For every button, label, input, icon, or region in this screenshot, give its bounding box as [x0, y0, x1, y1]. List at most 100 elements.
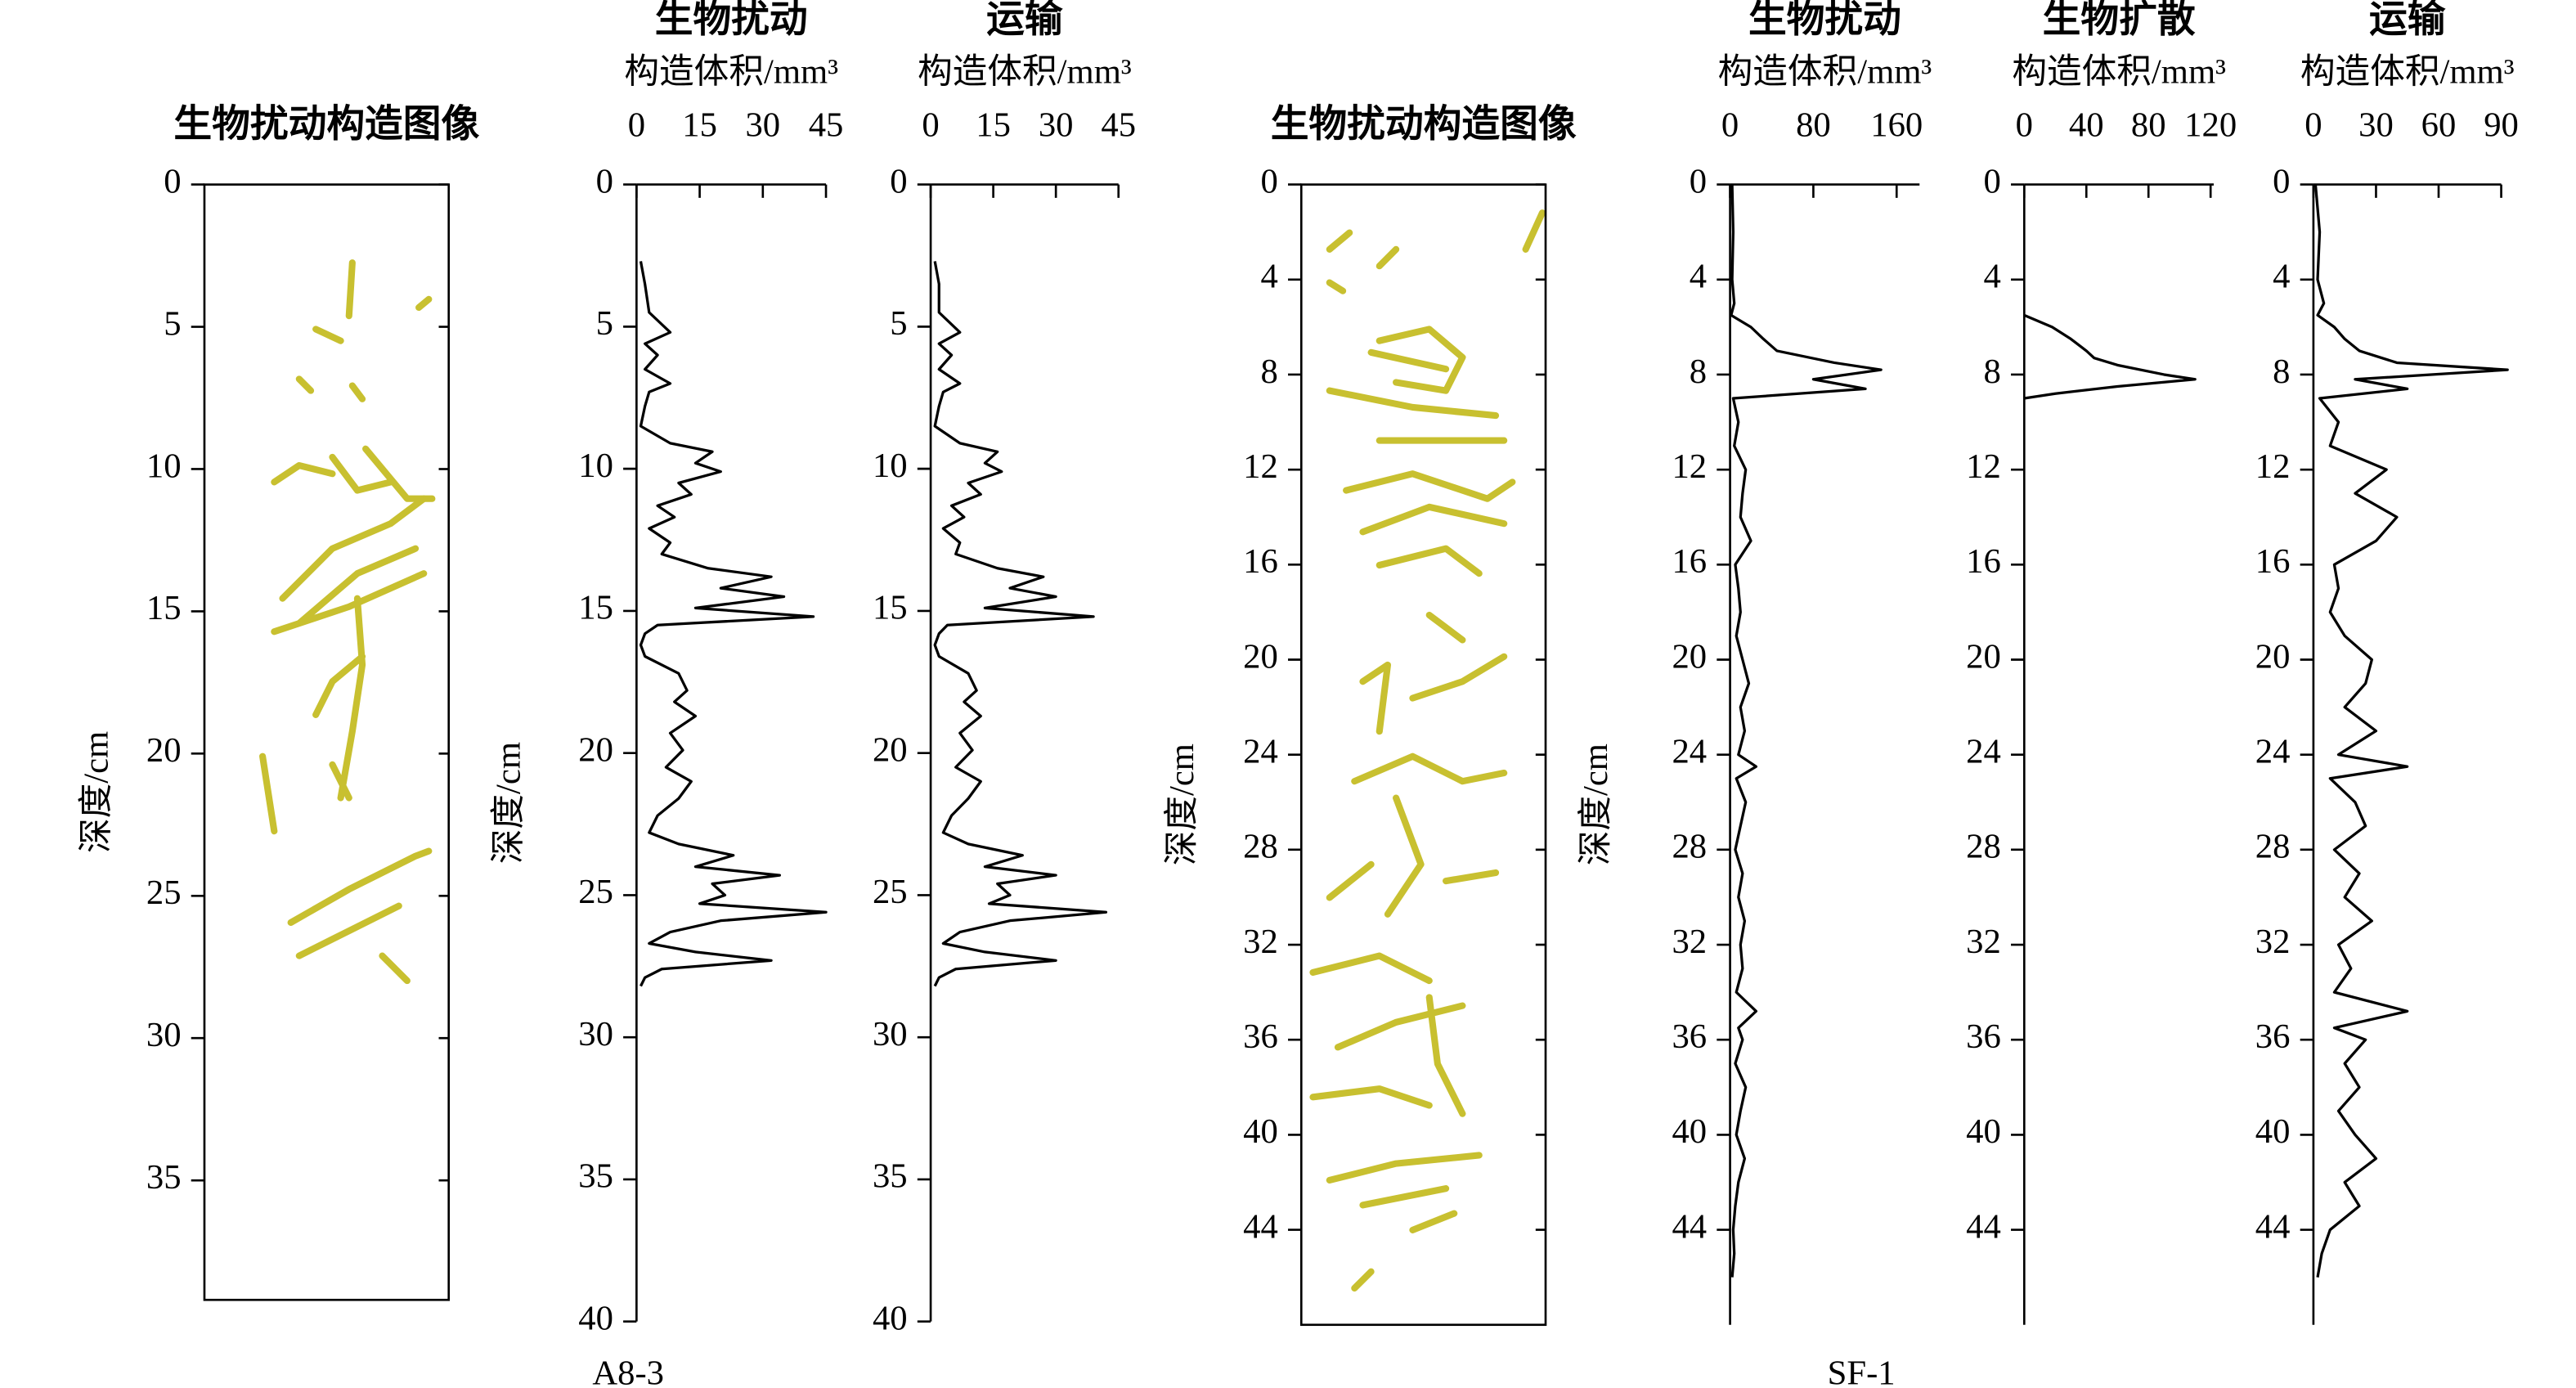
y-tick-label: 8	[1690, 353, 1707, 391]
caption: SF-1	[1828, 1354, 1896, 1388]
y-tick-label: 24	[1966, 732, 2001, 770]
y-tick-label: 10	[873, 447, 908, 485]
x-tick-label: 0	[1721, 106, 1739, 144]
y-tick-label: 32	[1243, 923, 1278, 961]
y-tick-label: 25	[873, 873, 908, 911]
profile-line	[933, 261, 1108, 987]
y-tick-label: 20	[873, 730, 908, 769]
y-tick-label: 16	[2255, 542, 2291, 581]
x-tick-label: 0	[2304, 106, 2322, 144]
y-tick-label: 16	[1966, 542, 2001, 581]
panel-title: 生物扰动构造图像	[173, 103, 479, 146]
y-tick-label: 35	[146, 1158, 182, 1197]
y-tick-label: 5	[890, 304, 907, 343]
x-tick-label: 0	[2016, 106, 2033, 144]
x-axis-label: 构造体积/mm³	[624, 52, 838, 91]
image-frame	[1299, 183, 1547, 1327]
y-tick-label: 44	[2255, 1207, 2291, 1246]
y-tick-label: 40	[1243, 1112, 1278, 1151]
x-tick-label: 45	[809, 106, 844, 144]
x-tick-label: 30	[2358, 106, 2394, 144]
y-tick-label: 25	[578, 873, 613, 911]
y-tick-label: 32	[1966, 923, 2001, 961]
panel-title: 生物扩散	[2043, 0, 2196, 41]
panel-title: 生物扰动	[1748, 0, 1901, 41]
x-axis-label: 构造体积/mm³	[918, 52, 1132, 91]
y-tick-label: 0	[2273, 162, 2290, 200]
x-axis-label: 构造体积/mm³	[1718, 52, 1932, 91]
x-tick-label: 90	[2484, 106, 2519, 144]
x-tick-label: 30	[1039, 106, 1074, 144]
x-axis-label: 构造体积/mm³	[2012, 52, 2226, 91]
caption: A8-3	[592, 1354, 664, 1388]
y-tick-label: 32	[2255, 923, 2291, 961]
burrow-image-a	[259, 259, 436, 985]
x-tick-label: 30	[745, 106, 780, 144]
x-tick-label: 120	[2184, 106, 2237, 144]
y-tick-label: 15	[873, 589, 908, 627]
y-tick-label: 20	[1243, 637, 1278, 676]
y-tick-label: 4	[1690, 258, 1707, 296]
y-tick-label: 12	[1672, 447, 1707, 486]
y-tick-label: 8	[1984, 353, 2001, 391]
y-tick-label: 40	[578, 1299, 613, 1337]
y-tick-label: 5	[164, 304, 181, 343]
y-tick-label: 16	[1243, 542, 1278, 581]
y-tick-label: 30	[578, 1015, 613, 1053]
y-tick-label: 44	[1672, 1207, 1707, 1246]
y-tick-label: 0	[164, 162, 181, 200]
y-tick-label: 0	[596, 162, 613, 200]
y-tick-label: 5	[596, 304, 613, 343]
y-tick-label: 15	[578, 589, 613, 627]
y-tick-label: 12	[1966, 447, 2001, 486]
y-tick-label: 44	[1966, 1207, 2001, 1246]
x-tick-label: 80	[1796, 106, 1831, 144]
x-tick-label: 0	[922, 106, 939, 144]
y-tick-label: 0	[1260, 162, 1277, 200]
x-tick-label: 15	[682, 106, 717, 144]
y-tick-label: 40	[2255, 1112, 2291, 1151]
y-tick-label: 12	[2255, 447, 2291, 486]
y-tick-label: 20	[578, 730, 613, 769]
x-tick-label: 60	[2421, 106, 2457, 144]
burrow-image-b	[1309, 209, 1546, 1292]
panel-title: 运输	[986, 0, 1063, 41]
y-tick-label: 20	[1672, 637, 1707, 676]
y-tick-label: 35	[873, 1157, 908, 1196]
y-tick-label: 40	[873, 1299, 908, 1337]
y-tick-label: 25	[146, 874, 182, 912]
y-tick-label: 44	[1243, 1207, 1278, 1246]
y-tick-label: 28	[1243, 828, 1278, 866]
x-tick-label: 15	[976, 106, 1011, 144]
profile-line	[2023, 313, 2197, 400]
y-tick-label: 4	[1984, 258, 2001, 296]
y-tick-label: 36	[1966, 1017, 2001, 1056]
y-tick-label: 10	[578, 447, 613, 485]
y-tick-label: 36	[1672, 1017, 1707, 1056]
image-frame	[203, 183, 451, 1301]
x-tick-label: 80	[2131, 106, 2166, 144]
y-tick-label: 35	[578, 1157, 613, 1196]
x-tick-label: 40	[2069, 106, 2104, 144]
y-tick-label: 24	[1243, 732, 1278, 770]
y-tick-label: 10	[146, 447, 182, 485]
y-tick-label: 12	[1243, 447, 1278, 486]
y-tick-label: 40	[1966, 1112, 2001, 1151]
y-tick-label: 15	[146, 589, 182, 627]
x-tick-label: 160	[1870, 106, 1923, 144]
y-tick-label: 28	[2255, 828, 2291, 866]
y-axis-label: 深度/cm	[490, 742, 528, 864]
y-tick-label: 30	[873, 1015, 908, 1053]
x-tick-label: 0	[628, 106, 645, 144]
y-tick-label: 28	[1672, 828, 1707, 866]
y-tick-label: 36	[2255, 1017, 2291, 1056]
y-tick-label: 4	[1260, 258, 1277, 296]
profile-line	[2313, 184, 2509, 1278]
panel-title: 运输	[2369, 0, 2446, 41]
y-tick-label: 0	[1690, 162, 1707, 200]
profile-line	[639, 261, 828, 987]
y-tick-label: 8	[1260, 353, 1277, 391]
y-tick-label: 20	[2255, 637, 2291, 676]
